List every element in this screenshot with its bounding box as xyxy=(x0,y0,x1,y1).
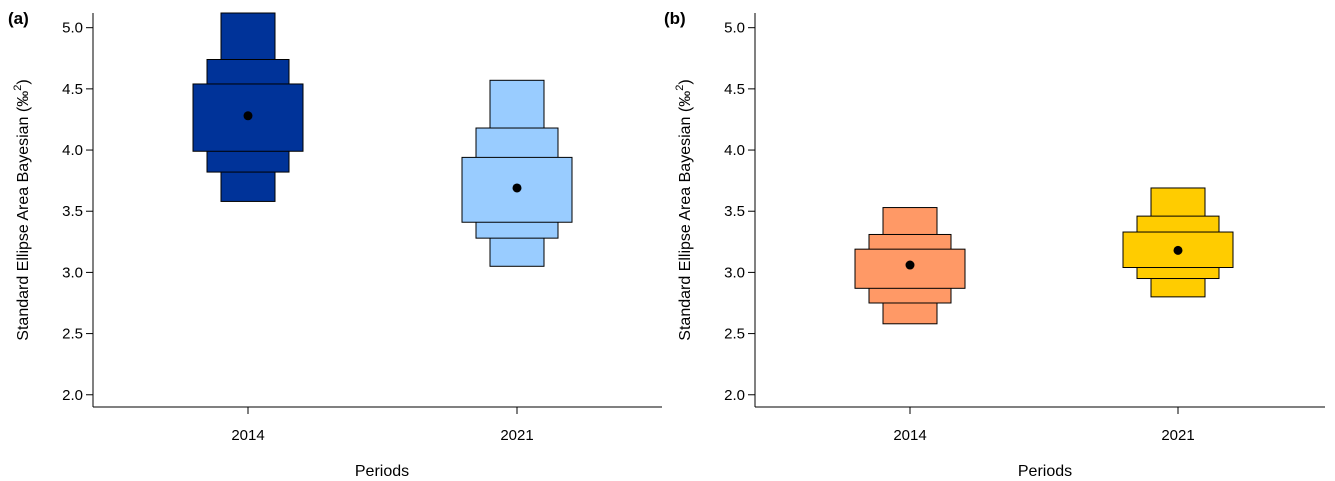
y-tick-label: 2.5 xyxy=(62,326,83,343)
panel-b-ylabel: Standard Ellipse Area Bayesian (‰2) xyxy=(674,79,694,340)
y-tick-label: 2.0 xyxy=(724,387,745,404)
mode-point-2014 xyxy=(905,260,915,270)
mode-point-2021 xyxy=(512,183,522,193)
y-tick-label: 3.5 xyxy=(62,203,83,220)
x-tick-label: 2014 xyxy=(231,427,264,444)
x-tick-label: 2021 xyxy=(500,427,533,444)
panel-a-xlabel: Periods xyxy=(355,463,409,480)
y-tick-label: 3.0 xyxy=(62,264,83,281)
y-tick-label: 4.0 xyxy=(62,142,83,159)
y-tick-label: 4.5 xyxy=(62,81,83,98)
panel-a-ylabel: Standard Ellipse Area Bayesian (‰2) xyxy=(12,79,32,340)
panel-b-plot: 2.0 2.5 3.0 3.5 4.0 4.5 5.0 2014 2021 xyxy=(724,13,1325,444)
panel-a-plot: 2.0 2.5 3.0 3.5 4.0 4.5 5.0 2014 2021 xyxy=(62,12,662,444)
y-tick-label: 5.0 xyxy=(62,20,83,37)
y-tick-label: 4.5 xyxy=(724,81,745,98)
panel-b-label: (b) xyxy=(664,9,686,28)
panel-a: (a) Standard Ellipse Area Bayesian (‰2) … xyxy=(8,9,662,480)
panel-a-label: (a) xyxy=(8,9,29,28)
y-tick-label: 4.0 xyxy=(724,142,745,159)
x-tick-label: 2014 xyxy=(893,427,926,444)
interval-box-2021-0 xyxy=(461,156,573,223)
y-tick-label: 2.5 xyxy=(724,326,745,343)
x-tick-label: 2021 xyxy=(1161,427,1194,444)
y-tick-label: 5.0 xyxy=(724,20,745,37)
mode-point-2021 xyxy=(1173,245,1183,255)
panel-b: (b) Standard Ellipse Area Bayesian (‰2) … xyxy=(664,9,1325,480)
panel-b-xlabel: Periods xyxy=(1018,463,1072,480)
y-tick-label: 3.0 xyxy=(724,264,745,281)
mode-point-2014 xyxy=(243,111,253,121)
y-tick-label: 2.0 xyxy=(62,387,83,404)
y-tick-label: 3.5 xyxy=(724,203,745,220)
